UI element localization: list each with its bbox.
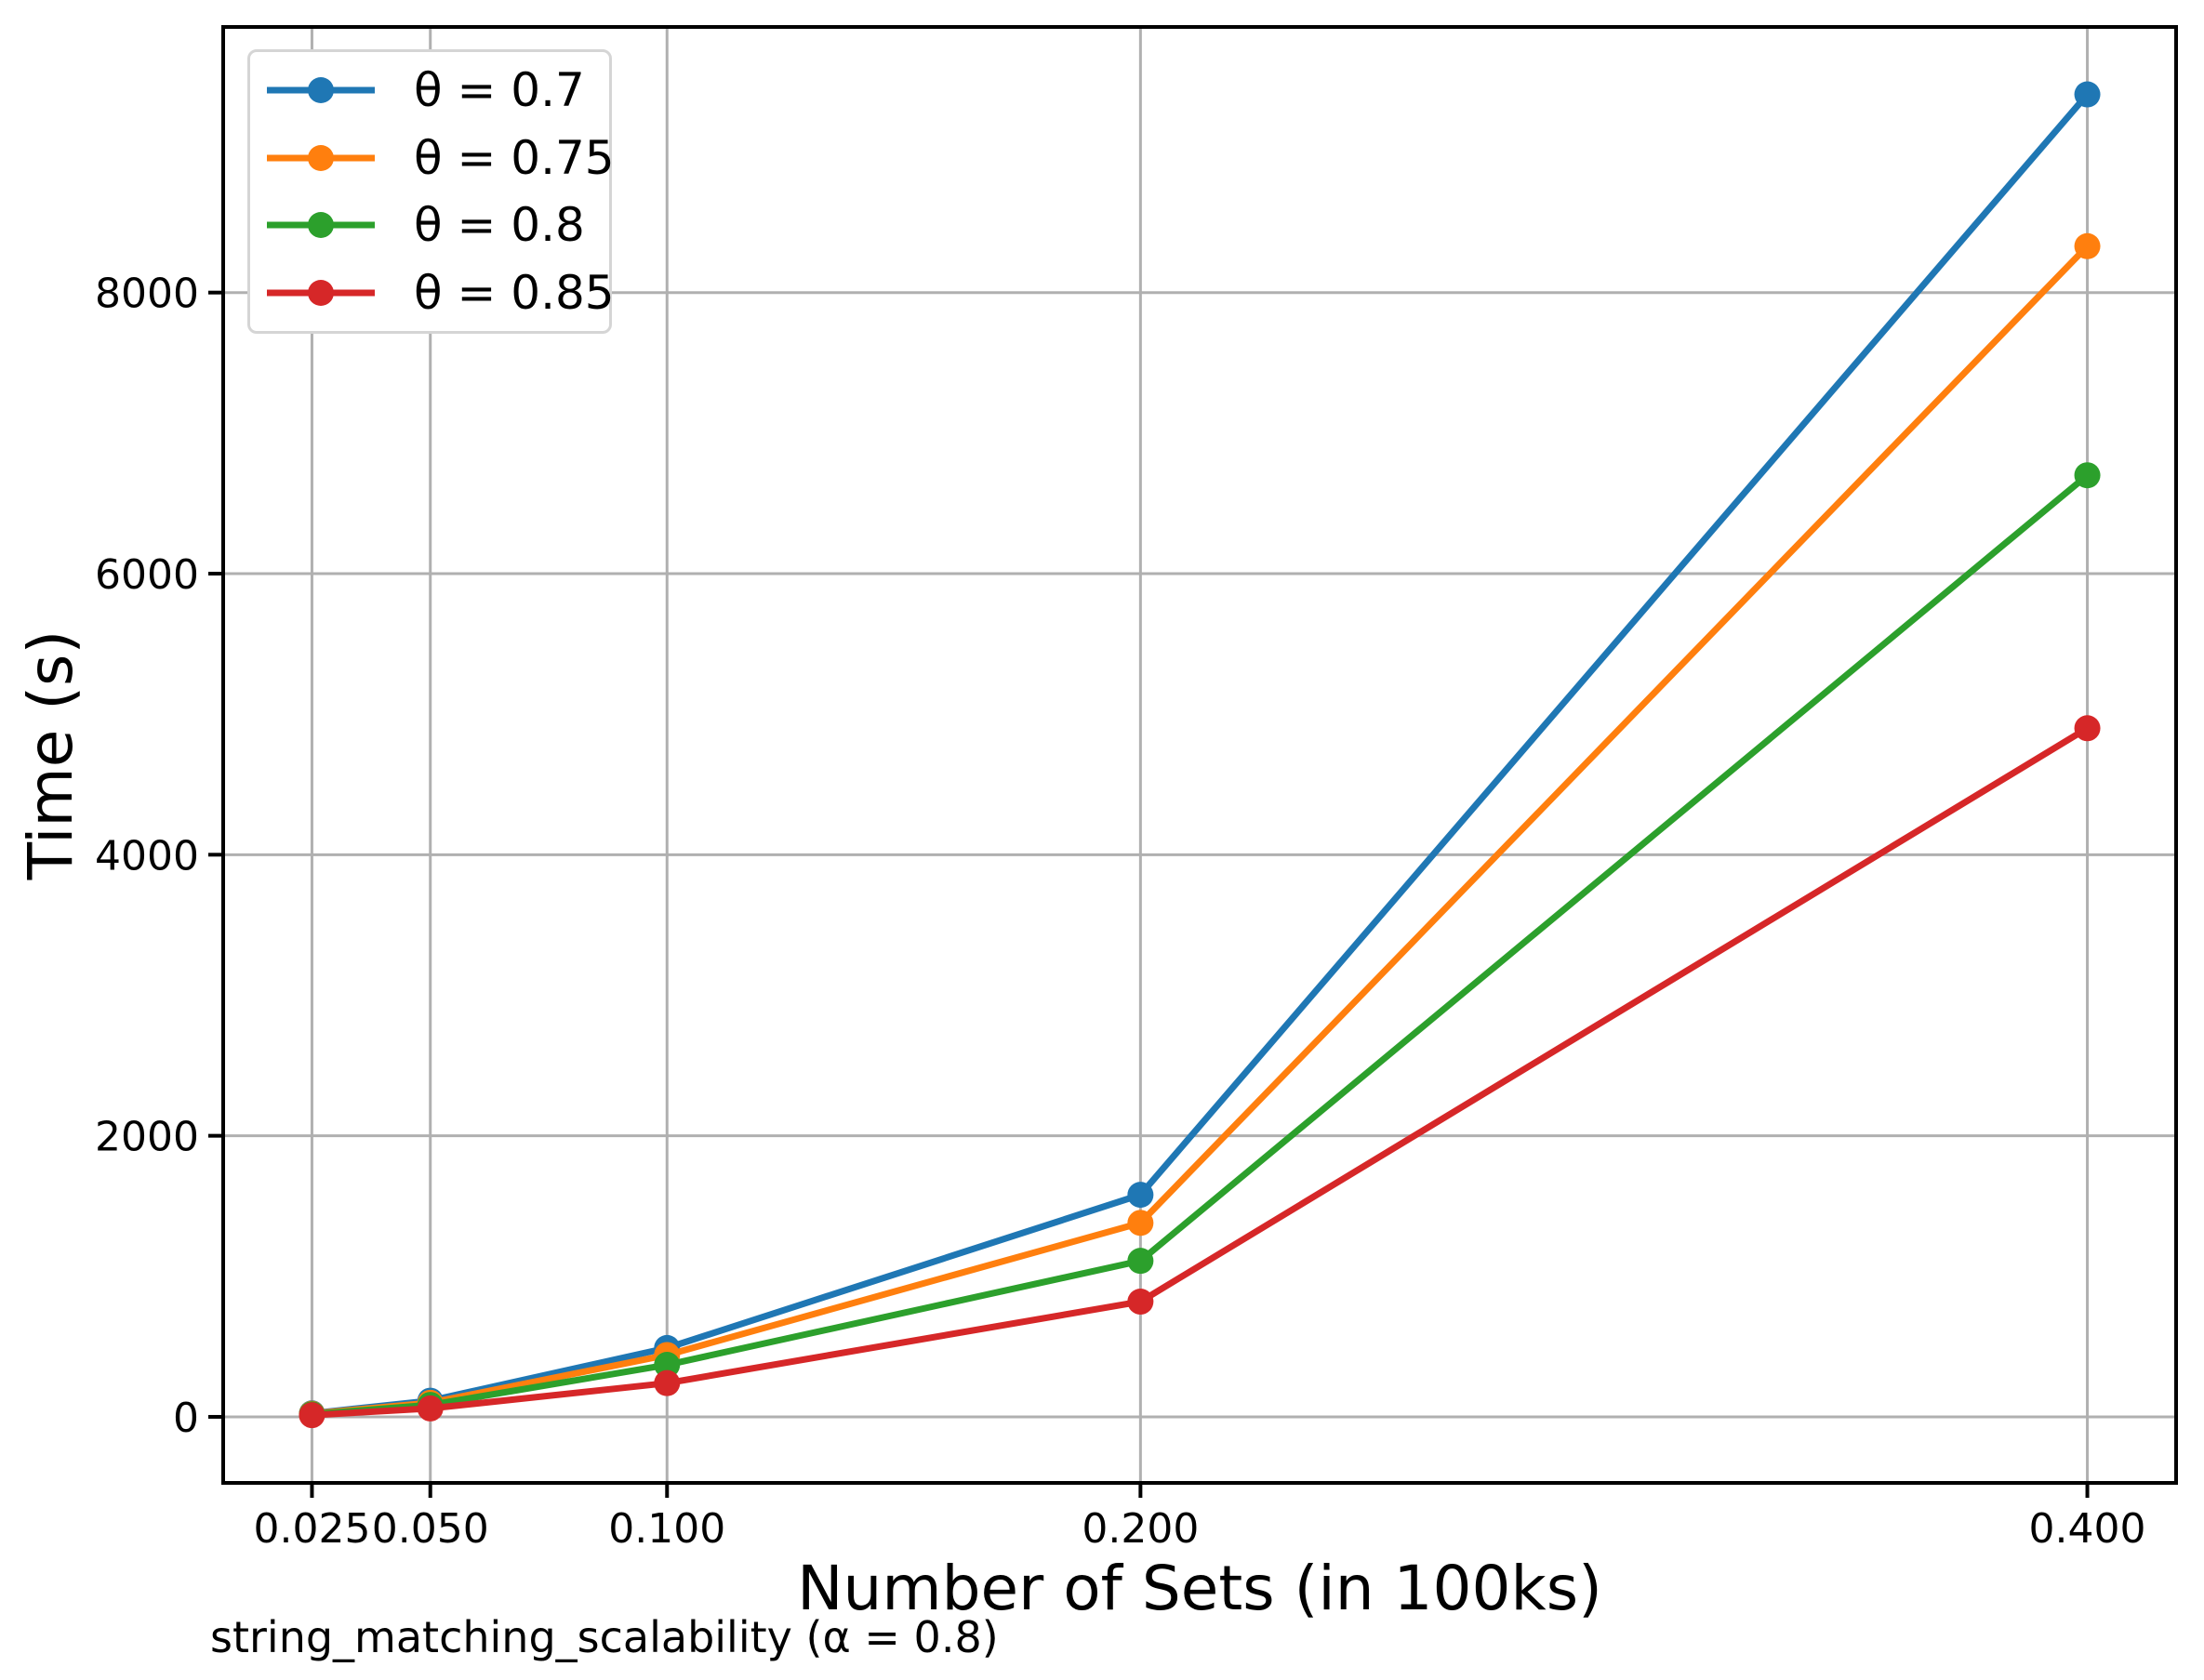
y-tick-label: 0 — [173, 1395, 199, 1442]
y-tick-label: 6000 — [95, 551, 199, 599]
data-point-marker — [2074, 462, 2101, 489]
y-tick-label: 2000 — [95, 1114, 199, 1161]
legend-entry-3: θ = 0.85 — [263, 259, 615, 327]
y-tick-label: 8000 — [95, 271, 199, 318]
x-tick-label: 0.400 — [2029, 1505, 2146, 1553]
x-tick-label: 0.100 — [608, 1505, 725, 1553]
legend-marker — [308, 279, 334, 306]
x-tick-label: 0.200 — [1082, 1505, 1199, 1553]
legend-label: θ = 0.75 — [414, 130, 615, 185]
legend-sample-line-icon — [267, 77, 375, 104]
data-point-marker — [2074, 232, 2101, 259]
legend-entry-0: θ = 0.7 — [263, 57, 600, 125]
series-line-3 — [308, 724, 2091, 1419]
legend-sample-line-icon — [267, 279, 375, 306]
legend-marker — [308, 77, 334, 104]
legend-sample-line-icon — [267, 144, 375, 171]
plot-spines — [221, 25, 2178, 1485]
legend-sample-line-icon — [267, 212, 375, 239]
legend-marker — [308, 144, 334, 171]
data-point-marker — [2074, 715, 2101, 742]
data-point-marker — [1127, 1210, 1154, 1237]
series-line-2 — [308, 471, 2091, 1418]
legend-label: θ = 0.7 — [414, 63, 585, 118]
x-tick-label: 0.050 — [372, 1505, 489, 1553]
legend-entry-1: θ = 0.75 — [263, 125, 615, 192]
legend: θ = 0.7 θ = 0.75 θ = 0.8 θ = 0.85 — [247, 49, 615, 334]
data-point-marker — [654, 1369, 681, 1396]
data-point-marker — [299, 1402, 325, 1429]
y-tick-label: 4000 — [95, 832, 199, 880]
data-point-marker — [1127, 1182, 1154, 1209]
legend-label: θ = 0.8 — [414, 198, 585, 253]
data-point-marker — [1127, 1248, 1154, 1275]
data-point-marker — [417, 1395, 444, 1422]
x-axis-label: Number of Sets (in 100ks) — [797, 1553, 1602, 1624]
data-point-marker — [2074, 81, 2101, 108]
data-point-marker — [1127, 1289, 1154, 1316]
legend-entry-2: θ = 0.8 — [263, 192, 600, 259]
legend-label: θ = 0.85 — [414, 265, 615, 320]
figure-caption: string_matching_scalability (α = 0.8) — [210, 1612, 999, 1662]
y-axis-label: Time (s) — [15, 629, 86, 880]
series-line-1 — [308, 243, 2091, 1418]
data-point-marker — [654, 1352, 681, 1379]
x-tick-label: 0.025 — [253, 1505, 370, 1553]
legend-marker — [308, 212, 334, 239]
